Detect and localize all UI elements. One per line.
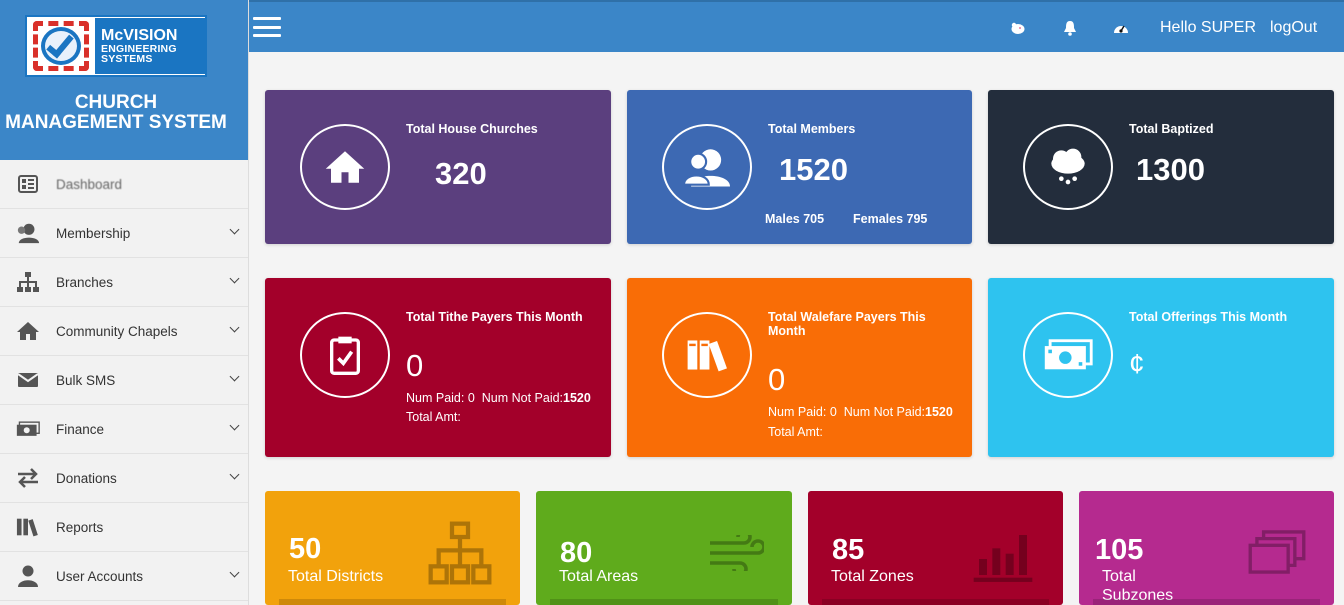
user-icon bbox=[16, 564, 40, 588]
stat-value: 105 bbox=[1095, 534, 1144, 566]
bar-chart-icon bbox=[971, 527, 1035, 588]
card-welfare-payers[interactable]: Total Walefare Payers This Month 0 Num P… bbox=[627, 278, 972, 457]
logo-mark-icon bbox=[27, 17, 95, 75]
chevron-down-icon bbox=[229, 273, 240, 284]
users-icon bbox=[662, 124, 752, 210]
stat-districts[interactable]: 50 Total Districts bbox=[265, 491, 520, 605]
card-offerings[interactable]: Total Offerings This Month ¢ bbox=[988, 278, 1334, 457]
chevron-down-icon bbox=[229, 420, 240, 431]
paid-summary: Num Paid: 0 Num Not Paid:1520 bbox=[768, 405, 953, 419]
sidebar-item-user-accounts[interactable]: User Accounts bbox=[0, 552, 248, 601]
stat-value: 50 bbox=[289, 533, 322, 565]
stat-zones[interactable]: 85 Total Zones bbox=[808, 491, 1063, 605]
company-logo[interactable]: McVISION ENGINEERING SYSTEMS bbox=[25, 15, 207, 77]
app-title: CHURCH MANAGEMENT SYSTEM bbox=[5, 92, 227, 133]
sidebar-item-donations[interactable]: Donations bbox=[0, 454, 248, 503]
sitemap-icon bbox=[16, 270, 40, 294]
card-tithe-payers[interactable]: Total Tithe Payers This Month 0 Num Paid… bbox=[265, 278, 611, 457]
card-value: 1520 bbox=[779, 152, 848, 187]
stat-subzones[interactable]: 105 Total Subzones bbox=[1079, 491, 1334, 605]
card-title: Total House Churches bbox=[406, 122, 538, 136]
sidebar-nav: Dashboard Membership Branches Community … bbox=[0, 160, 248, 601]
sidebar: McVISION ENGINEERING SYSTEMS CHURCH MANA… bbox=[0, 0, 249, 605]
layers-icon bbox=[1248, 529, 1306, 580]
stat-label: Total Districts bbox=[288, 568, 384, 585]
bell-icon[interactable] bbox=[1057, 15, 1083, 41]
clipboard-check-icon bbox=[300, 312, 390, 398]
card-house-churches[interactable]: Total House Churches 320 bbox=[265, 90, 611, 244]
books-icon bbox=[662, 312, 752, 398]
total-amount: Total Amt: bbox=[768, 425, 823, 439]
paid-summary: Num Paid: 0 Num Not Paid:1520 bbox=[406, 391, 591, 405]
card-title: Total Members bbox=[768, 122, 856, 136]
sidebar-item-label: Community Chapels bbox=[56, 323, 178, 339]
females-count: Females 795 bbox=[853, 212, 928, 226]
gauge-icon[interactable] bbox=[1108, 15, 1134, 41]
chevron-down-icon bbox=[229, 371, 240, 382]
sidebar-item-bulk-sms[interactable]: Bulk SMS bbox=[0, 356, 248, 405]
chevron-down-icon bbox=[229, 469, 240, 480]
stat-label: Total Zones bbox=[831, 568, 914, 585]
home-icon bbox=[300, 124, 390, 210]
card-value: 320 bbox=[435, 156, 487, 191]
card-title: Total Baptized bbox=[1129, 122, 1214, 136]
logo-line-3: SYSTEMS bbox=[101, 53, 153, 65]
sidebar-item-label: Donations bbox=[56, 470, 117, 486]
sidebar-item-label: Bulk SMS bbox=[56, 372, 116, 388]
card-value: 0 bbox=[768, 362, 786, 397]
menu-toggle-icon[interactable] bbox=[253, 17, 281, 37]
card-title: Total Offerings This Month bbox=[1129, 310, 1288, 324]
sidebar-item-branches[interactable]: Branches bbox=[0, 258, 248, 307]
logo-line-1: McVISION bbox=[101, 26, 178, 44]
logo-line-2: ENGINEERING bbox=[101, 42, 177, 55]
home-icon bbox=[16, 319, 40, 343]
exchange-icon bbox=[16, 466, 40, 490]
money-icon bbox=[1023, 312, 1113, 398]
top-bar: Hello SUPER logOut bbox=[249, 0, 1344, 52]
logout-link[interactable]: logOut bbox=[1270, 19, 1318, 36]
chevron-down-icon bbox=[229, 322, 240, 333]
chevron-down-icon bbox=[229, 567, 240, 578]
card-value: ¢ bbox=[1129, 348, 1145, 379]
rain-cloud-icon bbox=[1023, 124, 1113, 210]
sidebar-item-label: Reports bbox=[56, 519, 104, 535]
wind-icon bbox=[708, 529, 766, 577]
sidebar-item-community-chapels[interactable]: Community Chapels bbox=[0, 307, 248, 356]
envelope-icon bbox=[16, 368, 40, 392]
card-value: 0 bbox=[406, 348, 424, 383]
chevron-down-icon bbox=[229, 224, 240, 235]
user-greeting: Hello SUPER bbox=[1160, 19, 1257, 36]
money-icon bbox=[16, 417, 40, 441]
sidebar-item-label: Branches bbox=[56, 274, 114, 290]
card-title: Total Tithe Payers This Month bbox=[406, 310, 583, 324]
dashboard-icon bbox=[16, 172, 40, 196]
stat-label: Total Areas bbox=[559, 568, 639, 585]
sidebar-item-membership[interactable]: Membership bbox=[0, 209, 248, 258]
sidebar-item-label: Finance bbox=[56, 421, 105, 437]
sidebar-item-label: Dashboard bbox=[56, 176, 123, 192]
card-title: Total Walefare Payers This Month bbox=[768, 310, 926, 338]
brand-header: McVISION ENGINEERING SYSTEMS CHURCH MANA… bbox=[0, 0, 248, 160]
sidebar-item-finance[interactable]: Finance bbox=[0, 405, 248, 454]
sitemap-icon bbox=[428, 521, 492, 590]
card-members[interactable]: Total Members 1520 Males 705 Females 795 bbox=[627, 90, 972, 244]
card-value: 1300 bbox=[1136, 152, 1205, 187]
stat-label: Total Subzones bbox=[1102, 568, 1174, 604]
total-amount: Total Amt: bbox=[406, 410, 461, 424]
card-baptized[interactable]: Total Baptized 1300 bbox=[988, 90, 1334, 244]
sidebar-item-label: Membership bbox=[56, 225, 131, 241]
stat-areas[interactable]: 80 Total Areas bbox=[536, 491, 792, 605]
sidebar-item-label: User Accounts bbox=[56, 568, 144, 584]
sidebar-item-reports[interactable]: Reports bbox=[0, 503, 248, 552]
sidebar-item-dashboard[interactable]: Dashboard bbox=[0, 160, 248, 209]
stat-value: 80 bbox=[560, 537, 593, 569]
males-count: Males 705 bbox=[765, 212, 825, 226]
books-icon bbox=[16, 515, 40, 539]
stat-value: 85 bbox=[832, 534, 865, 566]
pig-icon[interactable] bbox=[1005, 15, 1031, 41]
user-icon bbox=[16, 221, 40, 245]
